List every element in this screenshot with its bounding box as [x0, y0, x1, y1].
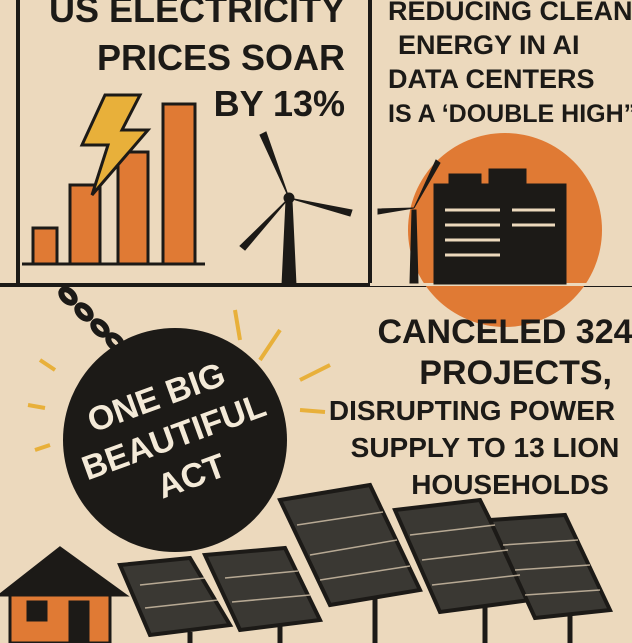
- impact-rays: [27, 309, 331, 452]
- wind-turbine-small: [377, 159, 441, 284]
- headline-line: REDUCING CLEAN: [388, 0, 632, 26]
- headline-line: IS A ‘DOUBLE HIGH”: [388, 100, 632, 128]
- headline-line: PROJECTS,: [419, 354, 612, 392]
- house: [0, 546, 130, 643]
- chain: [58, 286, 125, 352]
- headline-line: DISRUPTING POWER: [329, 395, 615, 426]
- solar-panels: [117, 482, 614, 643]
- lightning: [79, 93, 152, 196]
- headline-line: DATA CENTERS: [388, 64, 595, 94]
- headline-line: HOUSEHOLDS: [411, 469, 609, 500]
- headline-line: US ELECTRICITY: [49, 0, 345, 30]
- headline-line: PRICES SOAR: [97, 37, 345, 78]
- bar-illustration: [22, 102, 205, 266]
- headline-line: SUPPLY TO 13 LION: [351, 432, 620, 463]
- building: [433, 168, 567, 285]
- headline-line: BY 13%: [214, 83, 345, 124]
- wind-turbine: [239, 131, 353, 286]
- wrecking-ball: [63, 328, 287, 552]
- headline-line: ENERGY IN AI: [398, 30, 580, 60]
- headline-line: CANCELED 324: [377, 313, 632, 351]
